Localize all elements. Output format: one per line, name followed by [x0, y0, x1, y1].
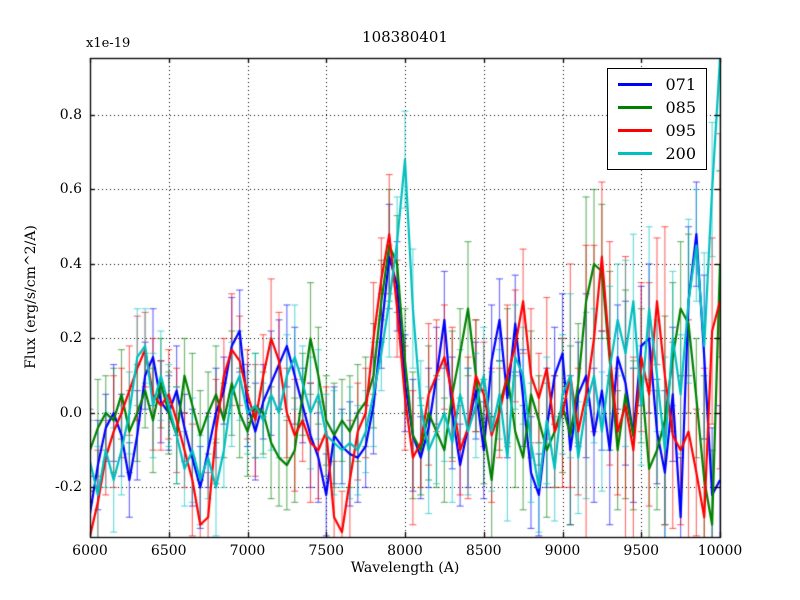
legend-line-swatch	[618, 106, 652, 109]
x-tick-label: 10000	[697, 543, 743, 559]
legend-entry: 200	[618, 143, 696, 164]
legend-line-swatch	[618, 129, 652, 132]
legend-line-swatch	[618, 152, 652, 155]
x-tick-label: 7500	[308, 543, 345, 559]
y-axis-offset-text: x1e-19	[86, 36, 131, 51]
x-tick-label: 9500	[623, 543, 660, 559]
y-tick-label: 0.0	[59, 404, 82, 421]
x-tick-label: 8500	[465, 543, 502, 559]
x-tick-label: 7000	[229, 543, 266, 559]
y-tick-label: -0.2	[55, 479, 82, 496]
x-tick-label: 9000	[544, 543, 581, 559]
x-axis-label: Wavelength (A)	[350, 560, 460, 576]
legend-entry: 095	[618, 120, 696, 141]
x-tick-label: 6000	[72, 543, 108, 559]
legend-entry: 071	[618, 74, 696, 95]
legend-line-swatch	[618, 83, 652, 86]
y-tick-label: 0.6	[59, 181, 82, 198]
legend-entry: 085	[618, 97, 696, 118]
y-tick-label: 0.8	[59, 106, 82, 123]
x-tick-label: 8000	[387, 543, 423, 559]
x-tick-label: 6500	[150, 543, 187, 559]
chart-title: 108380401	[362, 28, 448, 46]
y-axis-label: Flux (erg/s/cm^2/A)	[23, 225, 39, 369]
legend: 071 085 095 200	[607, 68, 707, 170]
legend-label: 200	[665, 143, 696, 163]
legend-label: 095	[665, 120, 696, 140]
legend-label: 071	[665, 74, 696, 94]
y-tick-label: 0.2	[59, 330, 82, 347]
y-tick-label: 0.4	[59, 255, 82, 272]
legend-label: 085	[665, 97, 696, 117]
